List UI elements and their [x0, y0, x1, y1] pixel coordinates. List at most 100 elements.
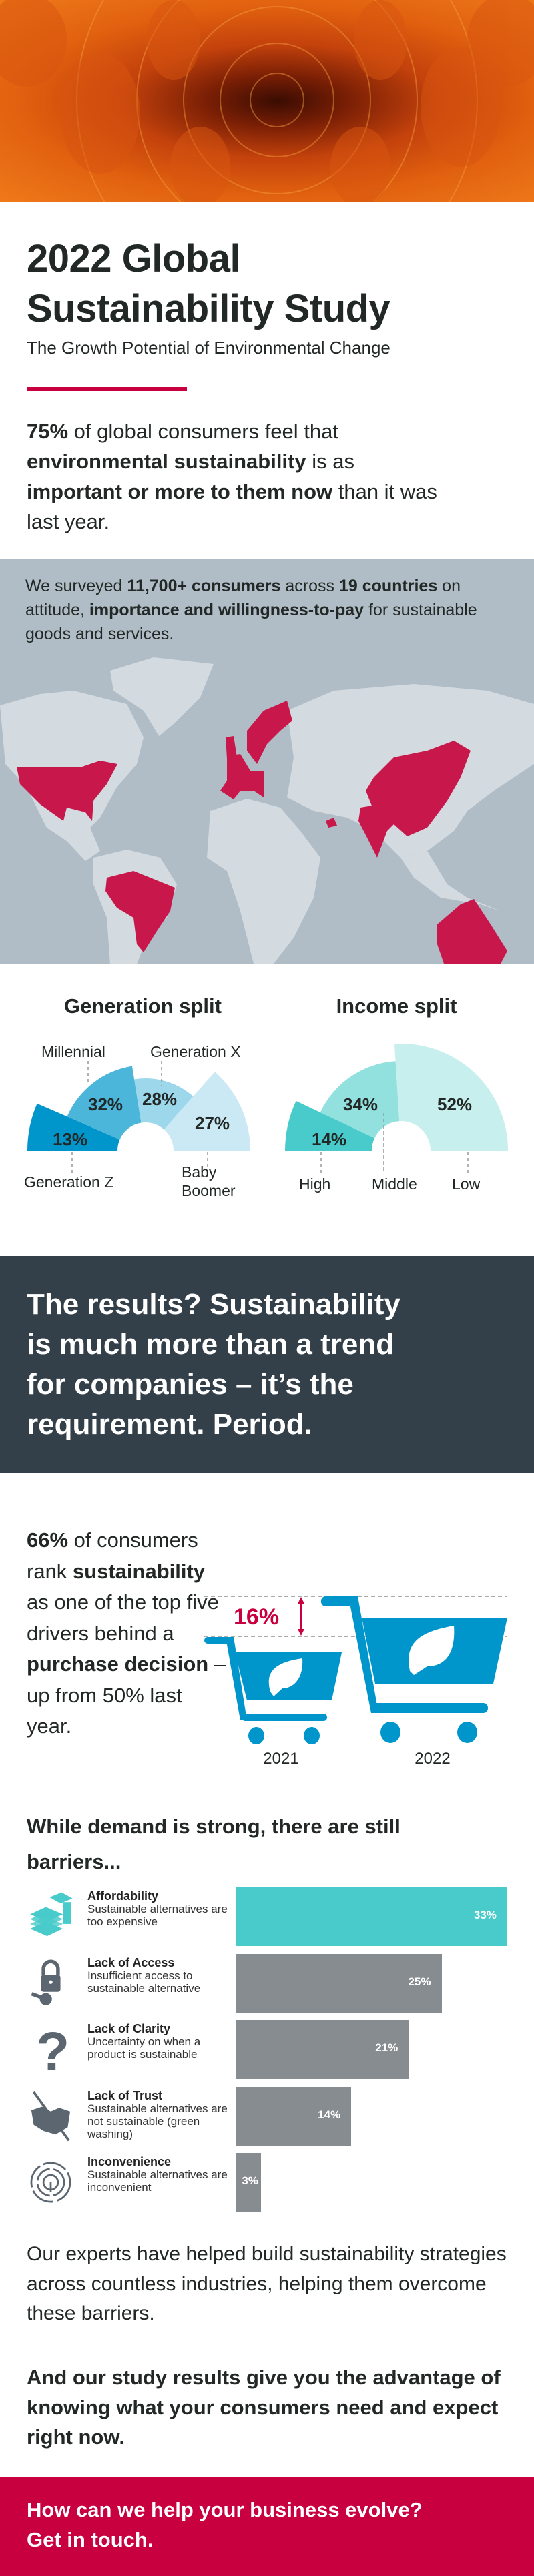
- africa: [207, 799, 320, 964]
- barriers-heading: While demand is strong, there are still …: [27, 1815, 400, 1873]
- label-millennial: Millennial: [41, 1043, 105, 1060]
- shopping-cart-2022-icon: [321, 1596, 507, 1743]
- title-line: Sustainability Study: [27, 287, 390, 330]
- uk: [226, 736, 237, 759]
- bar-value-label: 14%: [318, 2108, 341, 2121]
- barrier-bar: 14%: [236, 2086, 352, 2146]
- world-map: [0, 657, 534, 964]
- purchase-driver-statement: 66% of consumers rank sustainability as …: [27, 1525, 227, 1742]
- advantage-statement: And our study results give you the advan…: [27, 2366, 501, 2449]
- text: is as: [306, 450, 354, 473]
- barrier-row: Lack of Trust Sustainable alternatives ar…: [0, 2086, 534, 2146]
- maze-icon: [30, 2162, 71, 2203]
- brazil: [105, 871, 175, 952]
- barrier-description: Sustainable alternatives are not sustain…: [87, 2102, 228, 2140]
- text-bold: purchase decision: [27, 1652, 209, 1676]
- barrier-label: Lack of Trust Sustainable alternatives ar…: [87, 2089, 234, 2140]
- survey-statement: We surveyed 11,700+ consumers across 19 …: [25, 574, 519, 646]
- text: of global consumers feel that: [68, 420, 338, 443]
- svg-text:?: ?: [36, 2023, 69, 2076]
- label-low: Low: [452, 1175, 481, 1193]
- barrier-description: Uncertainty on when a product is sustain…: [87, 2035, 201, 2061]
- hero-flower-image: [0, 0, 534, 202]
- leaf-icon: [268, 1658, 303, 1696]
- results-line: for companies – it’s the: [27, 1368, 354, 1401]
- text: as one of the top five drivers behind a: [27, 1590, 219, 1645]
- contact-banner: [0, 2477, 534, 2576]
- pct-low: 52%: [437, 1094, 473, 1114]
- results-line: The results? Sustainability: [27, 1288, 400, 1321]
- australia: [437, 899, 507, 964]
- barrier-row: ? Lack of Clarity Uncertainty on when a p…: [0, 2020, 534, 2079]
- barrier-bar: 21%: [236, 2020, 409, 2079]
- results-statement: The results? Sustainability is much more…: [27, 1285, 507, 1445]
- label-generation-z: Generation Z: [24, 1173, 114, 1191]
- get-in-touch-link[interactable]: How can we help your business evolve? Ge…: [27, 2495, 423, 2555]
- income-wedge-high: [285, 1100, 375, 1151]
- income-wedge-middle: [320, 1061, 400, 1139]
- barrier-description: Insufficient access to sustainable alter…: [87, 1969, 201, 1995]
- barrier-description: Sustainable alternatives are too expensi…: [87, 1903, 228, 1928]
- generation-wedge-millennial: [67, 1066, 142, 1140]
- pct-baby-boomer: 27%: [195, 1113, 230, 1133]
- usa: [17, 761, 117, 821]
- generation-wedge-generation-x: [134, 1078, 194, 1130]
- lock-key-icon: [31, 1959, 61, 2005]
- generation-split-title: Generation split: [64, 994, 222, 1018]
- handshake-crossed-icon: [31, 2091, 71, 2141]
- pct-high: 14%: [312, 1129, 347, 1149]
- barrier-label: Lack of Access Insufficient access to sus…: [87, 1955, 234, 1995]
- generation-wedge-baby-boomer: [164, 1072, 250, 1151]
- pct-middle: 34%: [343, 1094, 378, 1114]
- year-label-2022: 2022: [415, 1750, 451, 1768]
- intro-statement: 75% of global consumers feel that enviro…: [27, 416, 454, 537]
- results-line: is much more than a trend: [27, 1328, 394, 1361]
- question-mark-icon: ?: [36, 2023, 69, 2076]
- pct-millennial: 32%: [88, 1094, 123, 1114]
- label-high: High: [299, 1175, 331, 1193]
- label-generation-x: Generation X: [150, 1043, 241, 1060]
- text: across: [280, 577, 339, 595]
- label-baby-boomer: Baby Boomer: [182, 1163, 236, 1199]
- results-banner: [0, 1256, 534, 1473]
- generation-wedge-generation-z: [27, 1103, 120, 1151]
- cta-action: Get in touch.: [27, 2528, 154, 2551]
- text-bold: 11,700+ consumers: [127, 577, 281, 595]
- difference-label: 16%: [234, 1604, 280, 1630]
- barrier-bar: 25%: [236, 1953, 442, 2013]
- text: for sustainable goods and services.: [25, 601, 477, 643]
- text: on attitude,: [25, 577, 461, 619]
- bar-value-label: 33%: [473, 1909, 497, 1921]
- text-bold: important or more to them now: [27, 480, 333, 503]
- barrier-title: Inconvenience: [87, 2155, 172, 2168]
- pct-generation-z: 13%: [53, 1129, 88, 1149]
- shopping-cart-2021-icon: [204, 1637, 342, 1744]
- experts-statement: Our experts have helped build sustainabi…: [27, 2243, 507, 2324]
- text-bold: sustainability: [72, 1559, 206, 1583]
- cart-comparison-graphic: [204, 1596, 507, 1744]
- bar-value-label: 3%: [242, 2174, 258, 2187]
- barrier-description: Sustainable alternatives are inconvenien…: [87, 2168, 228, 2194]
- text-bold: 19 countries: [338, 577, 438, 595]
- income-split-title: Income split: [336, 994, 457, 1018]
- barrier-bar: 3%: [236, 2153, 261, 2212]
- text: – up from 50% last year.: [27, 1652, 226, 1738]
- cta-question: How can we help your business evolve?: [27, 2498, 423, 2521]
- barrier-title: Lack of Trust: [87, 2088, 163, 2102]
- barrier-bar: 33%: [236, 1887, 507, 1946]
- text-bold: environmental sustainability: [27, 450, 306, 473]
- barrier-title: Affordability: [87, 1889, 158, 1903]
- text: of consumers rank: [27, 1528, 198, 1583]
- southeast-asia: [400, 851, 501, 911]
- barrier-title: Lack of Clarity: [87, 2022, 171, 2035]
- leaf-icon: [409, 1626, 455, 1675]
- barrier-title: Lack of Access: [87, 1955, 175, 1969]
- dahlia-petals-illustration: [0, 0, 534, 202]
- barrier-row: Affordability Sustainable alternatives ar…: [0, 1887, 534, 1946]
- india: [358, 804, 400, 858]
- barrier-row: Inconvenience Sustainable alternatives ar…: [0, 2153, 534, 2212]
- income-wedge-low: [394, 1044, 508, 1151]
- surveyed-countries: [17, 701, 507, 964]
- stat-highlight: 66%: [27, 1528, 69, 1552]
- results-line: requirement. Period.: [27, 1408, 312, 1441]
